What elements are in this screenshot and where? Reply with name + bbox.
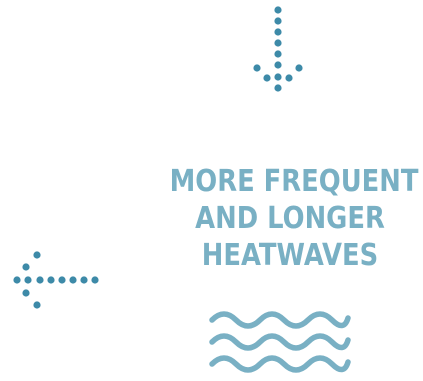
wave-line (209, 355, 351, 373)
dotted-arrow-down-icon (253, 6, 303, 92)
wave-line (209, 311, 351, 329)
headline-line-2: AND LONGER (195, 201, 385, 236)
headline-line-3: HEATWAVES (201, 238, 379, 273)
headline-line-1: MORE FREQUENT (169, 164, 419, 199)
headline: MORE FREQUENT AND LONGER HEATWAVES (169, 163, 419, 274)
dotted-arrow-left-icon (13, 251, 99, 309)
wave-line (209, 333, 351, 351)
waves-icon (209, 311, 351, 373)
